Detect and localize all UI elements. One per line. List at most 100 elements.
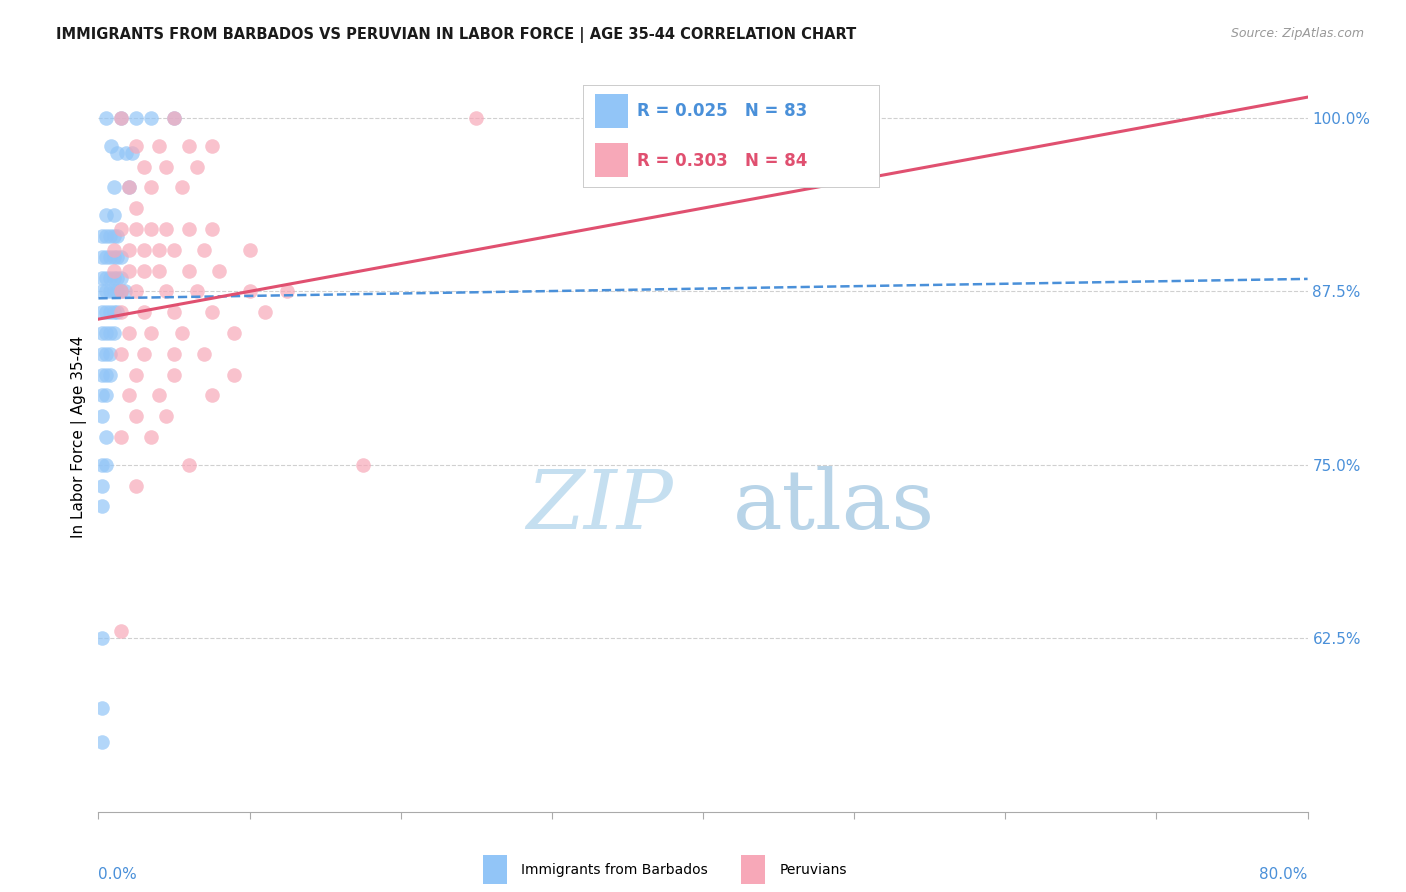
Point xyxy=(163,347,186,361)
Point xyxy=(91,735,114,749)
Point xyxy=(125,409,148,424)
Point xyxy=(125,222,148,236)
Point xyxy=(141,111,163,125)
Point xyxy=(98,270,121,285)
Point xyxy=(94,305,117,319)
Point xyxy=(110,305,132,319)
Point xyxy=(125,368,148,382)
Point xyxy=(155,409,177,424)
Point xyxy=(170,326,193,340)
Point xyxy=(110,111,132,125)
Point xyxy=(163,305,186,319)
Text: ZIP: ZIP xyxy=(526,467,673,547)
Text: Source: ZipAtlas.com: Source: ZipAtlas.com xyxy=(1230,27,1364,40)
Point xyxy=(105,285,128,299)
Point xyxy=(103,285,125,299)
Point xyxy=(94,430,117,444)
Point xyxy=(276,285,298,299)
Point xyxy=(91,388,114,402)
Point xyxy=(105,228,128,243)
Point xyxy=(98,250,121,264)
Point xyxy=(125,111,148,125)
Point xyxy=(163,111,186,125)
Point xyxy=(148,243,170,257)
Point xyxy=(103,243,125,257)
Point xyxy=(91,347,114,361)
Point xyxy=(103,180,125,194)
Point xyxy=(132,347,155,361)
Point xyxy=(155,285,177,299)
Point xyxy=(163,243,186,257)
Point xyxy=(186,285,208,299)
Point xyxy=(98,368,121,382)
Point xyxy=(103,305,125,319)
Point xyxy=(110,285,132,299)
Point xyxy=(118,180,141,194)
Point xyxy=(94,270,117,285)
Point xyxy=(98,347,121,361)
Point xyxy=(91,458,114,472)
Point xyxy=(125,138,148,153)
Point xyxy=(201,305,224,319)
Point xyxy=(118,388,141,402)
Point xyxy=(141,430,163,444)
Point xyxy=(94,285,117,299)
Point xyxy=(94,388,117,402)
Point xyxy=(239,285,262,299)
Point xyxy=(94,326,117,340)
Point xyxy=(155,160,177,174)
Point xyxy=(105,145,128,160)
Point xyxy=(98,326,121,340)
Point xyxy=(91,700,114,714)
Point xyxy=(110,250,132,264)
Point xyxy=(132,243,155,257)
Point xyxy=(201,222,224,236)
Point xyxy=(103,208,125,222)
Point xyxy=(141,180,163,194)
Point xyxy=(352,458,374,472)
Point xyxy=(91,632,114,646)
Text: R = 0.303   N = 84: R = 0.303 N = 84 xyxy=(637,152,807,169)
Point xyxy=(110,111,132,125)
FancyBboxPatch shape xyxy=(595,144,627,177)
Point xyxy=(110,624,132,639)
Point xyxy=(91,270,114,285)
Point xyxy=(118,326,141,340)
Point xyxy=(91,326,114,340)
Point xyxy=(125,285,148,299)
Point xyxy=(155,222,177,236)
Point xyxy=(193,347,215,361)
Point xyxy=(179,263,201,277)
Point xyxy=(110,430,132,444)
Point xyxy=(141,326,163,340)
Point xyxy=(224,368,246,382)
Text: IMMIGRANTS FROM BARBADOS VS PERUVIAN IN LABOR FORCE | AGE 35-44 CORRELATION CHAR: IMMIGRANTS FROM BARBADOS VS PERUVIAN IN … xyxy=(56,27,856,43)
Point xyxy=(103,250,125,264)
Point xyxy=(91,500,114,514)
Point xyxy=(132,160,155,174)
Point xyxy=(103,263,125,277)
Point xyxy=(94,368,117,382)
Point xyxy=(100,138,122,153)
Point xyxy=(186,160,208,174)
Point xyxy=(98,305,121,319)
Point xyxy=(239,243,262,257)
Point xyxy=(163,111,186,125)
Point xyxy=(179,458,201,472)
Point xyxy=(201,388,224,402)
Point xyxy=(94,250,117,264)
Point xyxy=(121,145,143,160)
Point xyxy=(110,347,132,361)
FancyBboxPatch shape xyxy=(484,855,508,884)
Point xyxy=(132,305,155,319)
Point xyxy=(103,228,125,243)
Point xyxy=(103,326,125,340)
Point xyxy=(118,263,141,277)
Point xyxy=(91,409,114,424)
Point xyxy=(208,263,231,277)
Point xyxy=(110,222,132,236)
Point xyxy=(224,326,246,340)
Point xyxy=(125,201,148,215)
Point xyxy=(91,478,114,492)
Point xyxy=(163,368,186,382)
